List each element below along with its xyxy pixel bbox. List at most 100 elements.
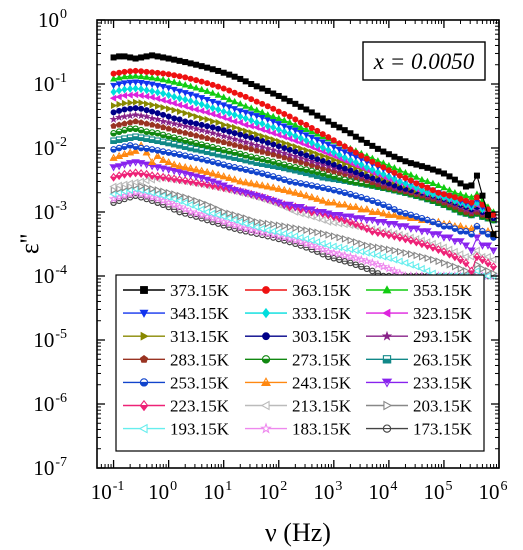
data-point xyxy=(352,192,360,199)
data-point xyxy=(307,206,317,214)
data-point xyxy=(231,149,238,156)
data-point xyxy=(280,148,289,157)
data-point xyxy=(308,167,316,175)
data-point xyxy=(276,137,283,145)
data-point xyxy=(109,190,117,199)
x-tick-exponent: 1 xyxy=(225,479,232,494)
data-point xyxy=(351,253,361,263)
data-point xyxy=(331,156,338,164)
data-point xyxy=(160,187,168,196)
data-point xyxy=(489,255,497,264)
data-point xyxy=(110,75,118,82)
data-point xyxy=(165,71,172,78)
data-point xyxy=(391,169,398,176)
legend-entry-183.15K: 183.15K xyxy=(245,420,352,439)
data-point xyxy=(230,134,239,143)
data-point xyxy=(357,205,366,213)
data-point xyxy=(462,228,470,235)
data-point xyxy=(367,257,378,268)
data-point xyxy=(325,230,333,239)
data-point xyxy=(207,213,218,223)
data-point xyxy=(137,119,145,126)
data-point xyxy=(192,93,200,100)
data-point xyxy=(478,255,487,265)
data-point xyxy=(225,162,233,170)
data-point xyxy=(148,136,156,143)
data-point xyxy=(384,263,394,273)
data-point xyxy=(203,179,211,189)
data-point xyxy=(198,78,205,85)
data-point xyxy=(149,52,156,59)
data-point xyxy=(109,172,118,182)
data-point xyxy=(413,180,420,187)
data-point xyxy=(279,201,289,209)
data-point xyxy=(203,167,212,175)
data-point xyxy=(362,217,372,225)
x-tick-exponent: 6 xyxy=(501,479,508,494)
data-point xyxy=(215,205,223,214)
data-point xyxy=(490,269,498,278)
data-point xyxy=(363,163,370,172)
data-point xyxy=(401,234,410,244)
data-point xyxy=(152,193,163,204)
data-point xyxy=(291,127,299,134)
data-point xyxy=(286,223,294,232)
data-point xyxy=(456,238,465,246)
data-point xyxy=(356,215,366,223)
data-point xyxy=(467,266,476,276)
data-point xyxy=(159,84,167,91)
data-point xyxy=(385,172,392,181)
data-point xyxy=(457,228,464,235)
data-point xyxy=(467,247,476,255)
data-point xyxy=(149,87,156,96)
data-point xyxy=(138,68,145,75)
data-point xyxy=(219,172,228,180)
data-point xyxy=(441,259,449,267)
legend-marker xyxy=(140,331,149,341)
data-point xyxy=(323,210,333,218)
data-point xyxy=(137,111,146,120)
data-point xyxy=(347,236,355,245)
data-point xyxy=(451,176,458,183)
data-point xyxy=(137,126,145,134)
series-373.15K xyxy=(110,52,497,238)
x-tick-exponent: -1 xyxy=(113,479,125,494)
data-point xyxy=(264,103,271,110)
data-point xyxy=(275,114,283,122)
data-point xyxy=(237,125,244,133)
data-point xyxy=(121,143,128,150)
data-point xyxy=(120,180,128,189)
data-point xyxy=(352,238,361,246)
data-point xyxy=(456,250,464,258)
data-point xyxy=(237,91,244,98)
data-point xyxy=(231,211,239,219)
data-point xyxy=(186,177,195,186)
data-point xyxy=(175,101,183,109)
data-point xyxy=(226,209,234,218)
data-point xyxy=(126,134,134,141)
data-point xyxy=(384,221,394,229)
data-point xyxy=(110,54,117,61)
data-point xyxy=(269,145,278,154)
data-point xyxy=(352,179,360,186)
data-point xyxy=(110,137,117,144)
data-point xyxy=(297,180,305,187)
data-point xyxy=(181,102,188,110)
data-point xyxy=(364,241,372,250)
data-point xyxy=(473,222,481,230)
data-point xyxy=(402,210,409,217)
data-point xyxy=(468,199,475,206)
data-point xyxy=(336,233,344,242)
legend-label: 343.15K xyxy=(170,304,230,323)
data-point xyxy=(170,140,178,148)
data-point xyxy=(291,188,300,196)
data-point xyxy=(363,265,371,272)
data-point xyxy=(336,150,343,159)
data-point xyxy=(434,245,443,254)
legend-label: 193.15K xyxy=(170,420,230,439)
data-point xyxy=(379,219,388,227)
data-point xyxy=(457,264,465,273)
data-point xyxy=(220,69,227,76)
data-point xyxy=(127,99,134,107)
data-point xyxy=(390,231,399,241)
